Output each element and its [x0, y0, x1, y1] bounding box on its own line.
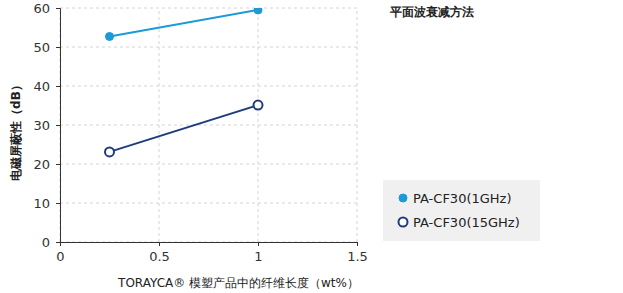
x-tick: 1: [254, 242, 262, 264]
plot-area: [105, 8, 263, 156]
x-axis: 0 0.5 1 1.5: [56, 242, 367, 264]
data-point: [254, 101, 263, 110]
y-tick-mark: [56, 203, 60, 204]
y-tick: 30: [33, 118, 60, 133]
y-tick-label: 20: [33, 157, 50, 172]
legend-marker: [399, 218, 408, 227]
grid-line-y: [60, 8, 357, 9]
legend-label: PA-CF30(1GHz): [413, 191, 512, 206]
x-tick: 0: [56, 242, 64, 264]
legend-marker: [399, 194, 407, 202]
y-axis-line: [56, 9, 61, 243]
y-tick-label: 50: [33, 40, 50, 55]
y-tick-label: 0: [42, 235, 50, 250]
y-axis: 0 10 20 30 40 50 60: [33, 1, 60, 250]
series-line: [110, 105, 259, 152]
data-point: [106, 32, 114, 40]
y-tick: 0: [42, 235, 60, 250]
x-tick-label: 0.5: [149, 249, 170, 264]
y-tick-mark: [56, 125, 60, 126]
y-tick-label: 30: [33, 118, 50, 133]
y-tick-mark: [56, 47, 60, 48]
chart-title: 平面波衰减方法: [389, 5, 474, 19]
y-tick-mark: [56, 242, 60, 243]
y-tick: 40: [33, 79, 60, 94]
grid-line-y: [60, 164, 357, 165]
data-point: [105, 147, 114, 156]
y-tick-label: 60: [33, 1, 50, 16]
y-tick: 20: [33, 157, 60, 172]
grid: [60, 8, 357, 242]
y-tick: 60: [33, 1, 60, 16]
y-tick-mark: [56, 86, 60, 87]
series-line: [110, 10, 259, 37]
x-tick-mark: [258, 242, 259, 246]
x-tick-mark: [357, 242, 358, 246]
legend-box: [383, 180, 540, 241]
grid-line-y: [60, 86, 357, 87]
x-tick-label: 1: [254, 249, 262, 264]
grid-line-y: [60, 47, 357, 48]
x-tick: 1.5: [347, 242, 368, 264]
legend-label: PA-CF30(15GHz): [413, 215, 520, 230]
y-tick: 50: [33, 40, 60, 55]
y-tick-mark: [56, 8, 60, 9]
x-tick-label: 1.5: [347, 249, 368, 264]
x-tick-label: 0: [56, 249, 64, 264]
x-axis-line: [61, 243, 358, 247]
data-point: [254, 8, 262, 14]
x-axis-title: TORAYCA® 模塑产品中的纤维长度（wt%）: [117, 276, 359, 290]
y-tick-label: 10: [33, 196, 50, 211]
grid-line-y: [60, 203, 357, 204]
chart: 0 0.5 1 1.5 0 10 20 30 40 50 60 TORAYCA® 模塑产品中的纤维长度…: [0, 0, 623, 293]
x-tick-mark: [159, 242, 160, 246]
legend: PA-CF30(1GHz) PA-CF30(15GHz): [383, 180, 540, 241]
y-axis-title: 电磁屏蔽性（dB）: [9, 79, 23, 181]
y-tick: 10: [33, 196, 60, 211]
y-tick-label: 40: [33, 79, 50, 94]
y-tick-mark: [56, 164, 60, 165]
grid-line-y: [60, 125, 357, 126]
x-tick: 0.5: [149, 242, 170, 264]
